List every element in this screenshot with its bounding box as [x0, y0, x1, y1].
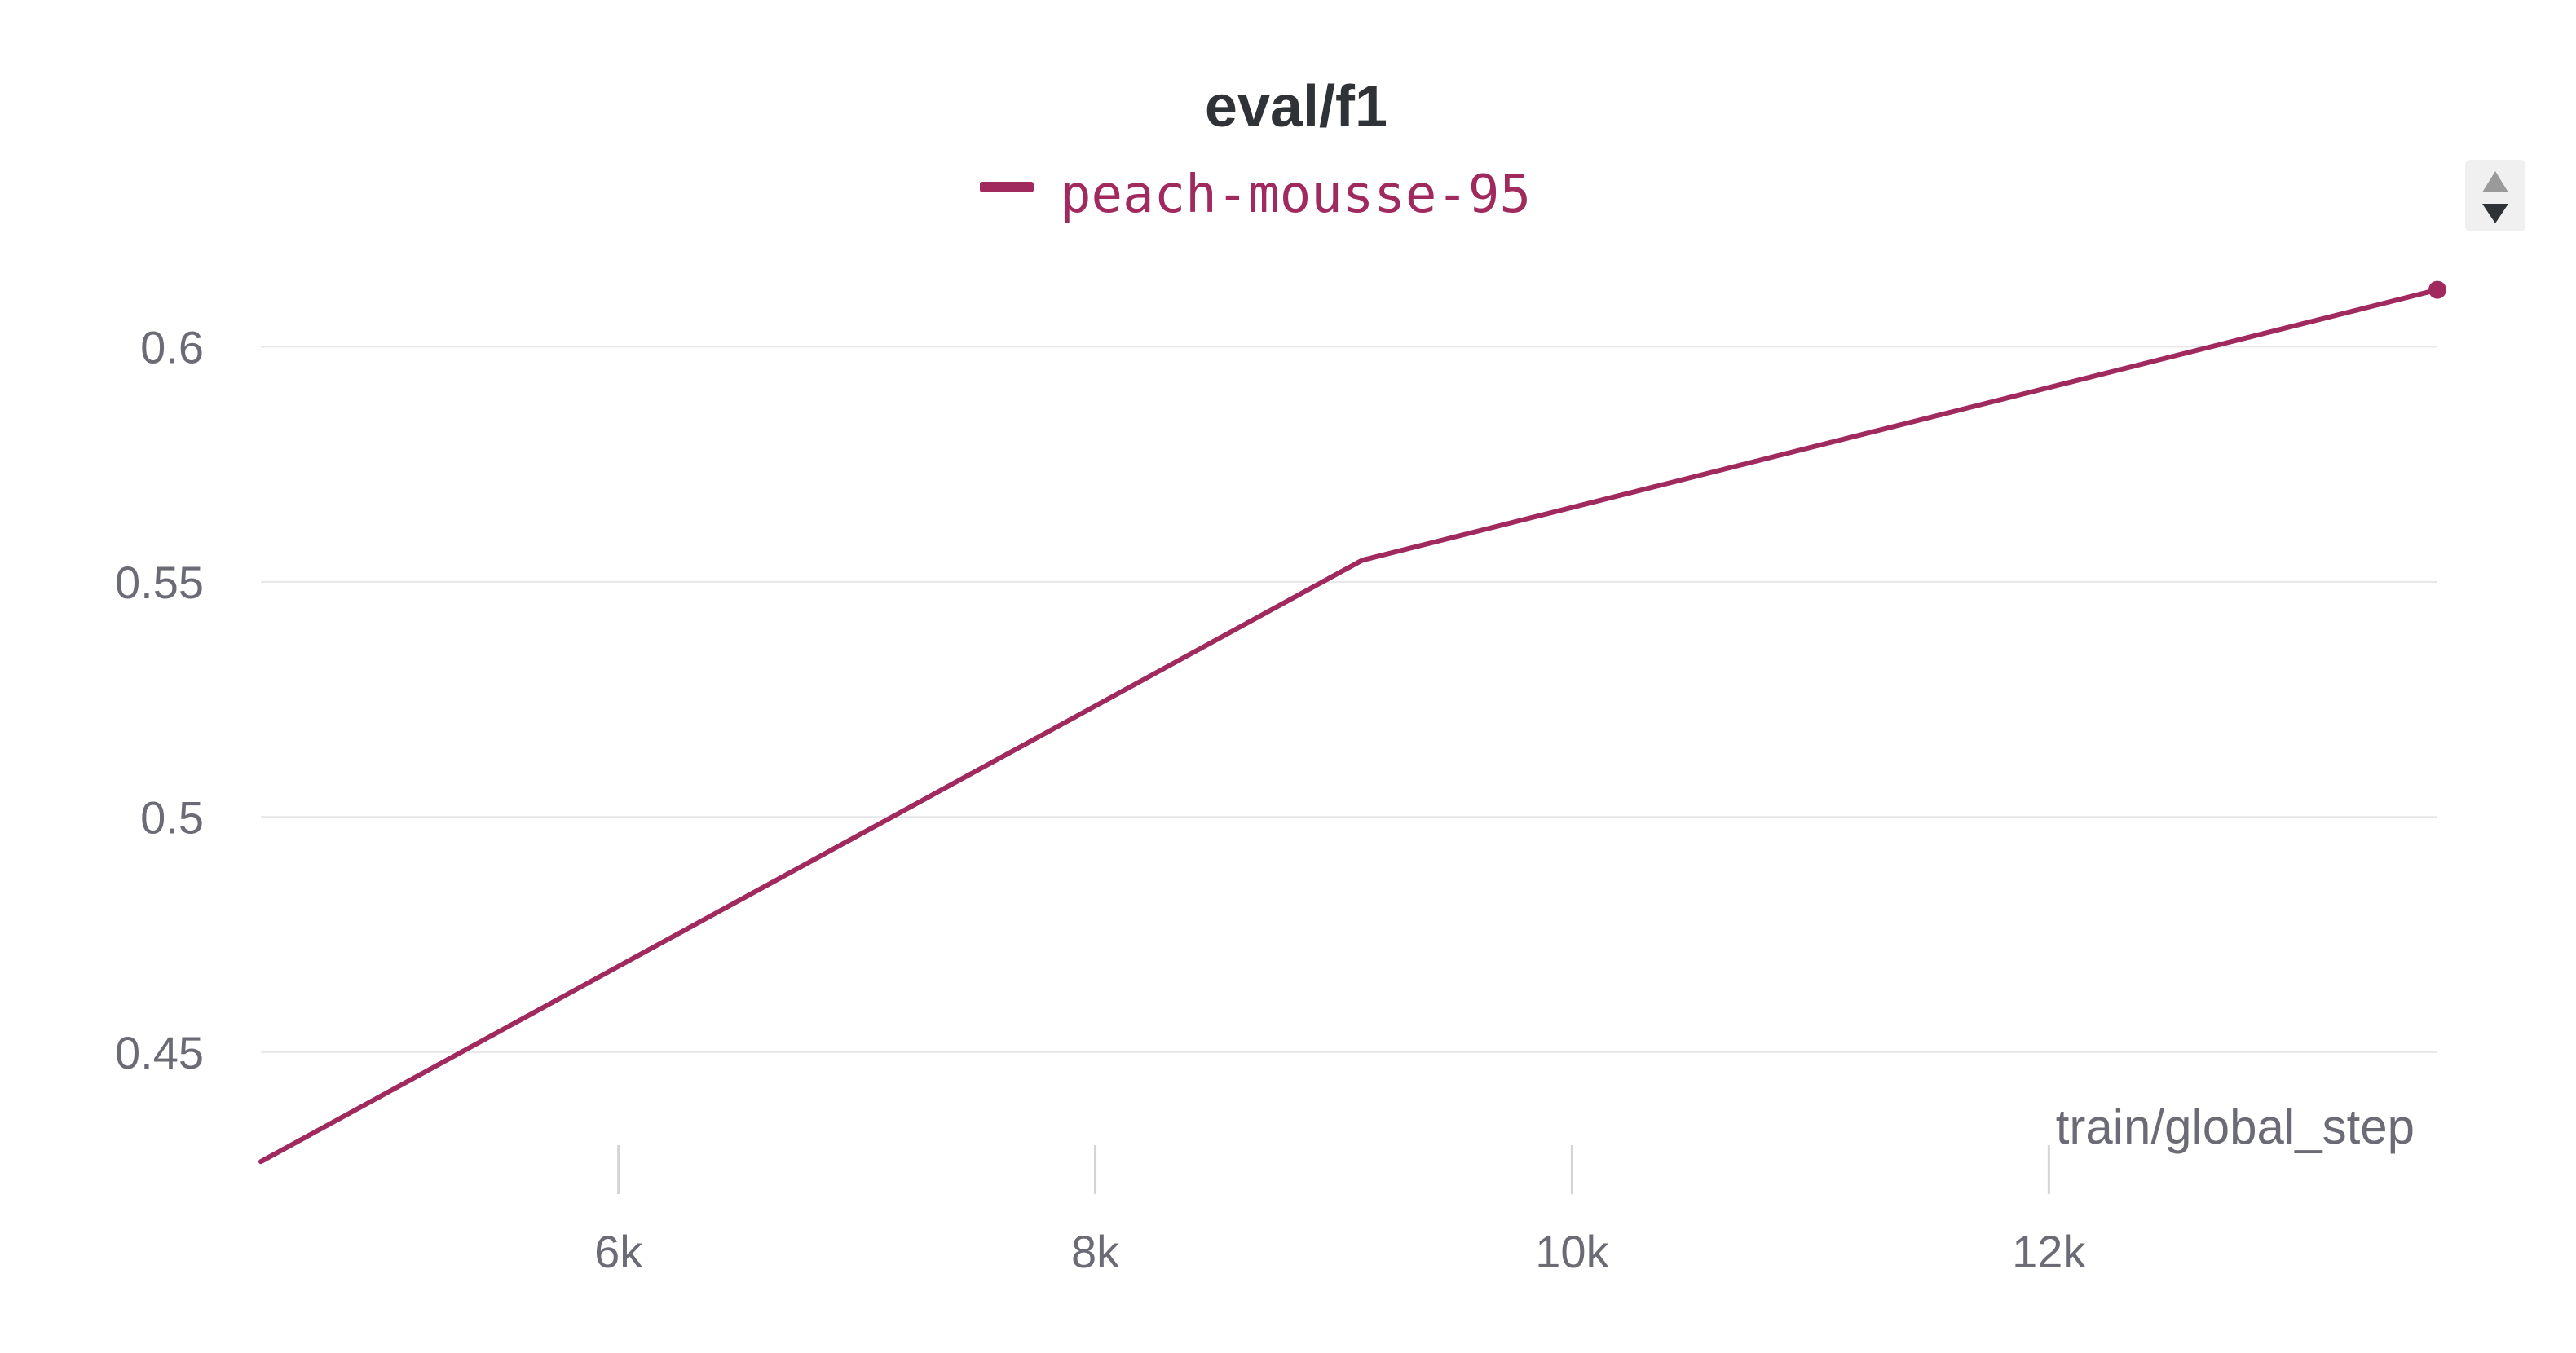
legend: peach-mousse-95	[980, 165, 1531, 225]
x-tick-label: 8k	[1071, 1226, 1120, 1277]
legend-scroll-control[interactable]	[2465, 160, 2525, 231]
legend-label-peach-mousse-95: peach-mousse-95	[1060, 165, 1531, 225]
x-tick-label: 6k	[594, 1226, 643, 1277]
y-tick-label: 0.6	[140, 321, 204, 372]
grid-lines	[261, 346, 2437, 1053]
x-tick-label: 12k	[2012, 1226, 2086, 1277]
legend-swatch-peach-mousse-95	[980, 182, 1034, 192]
x-axis-ticks: 6k 8k 10k 12k	[594, 1145, 2086, 1277]
y-tick-label: 0.55	[115, 557, 204, 608]
y-tick-label: 0.5	[140, 791, 204, 843]
caret-up-icon[interactable]	[2482, 171, 2508, 192]
legend-scroll-background	[2465, 160, 2525, 231]
caret-down-icon[interactable]	[2482, 204, 2508, 223]
chart-title: eval/f1	[1205, 74, 1387, 139]
series-end-point	[2428, 280, 2446, 299]
x-tick-label: 10k	[1535, 1226, 1609, 1277]
y-tick-label: 0.45	[115, 1027, 204, 1078]
x-axis-label: train/global_step	[2056, 1100, 2415, 1154]
series-layer	[258, 280, 2446, 1165]
series-line-peach-mousse-95	[258, 287, 2440, 1165]
y-axis-ticks: 0.45 0.5 0.55 0.6	[115, 321, 204, 1078]
